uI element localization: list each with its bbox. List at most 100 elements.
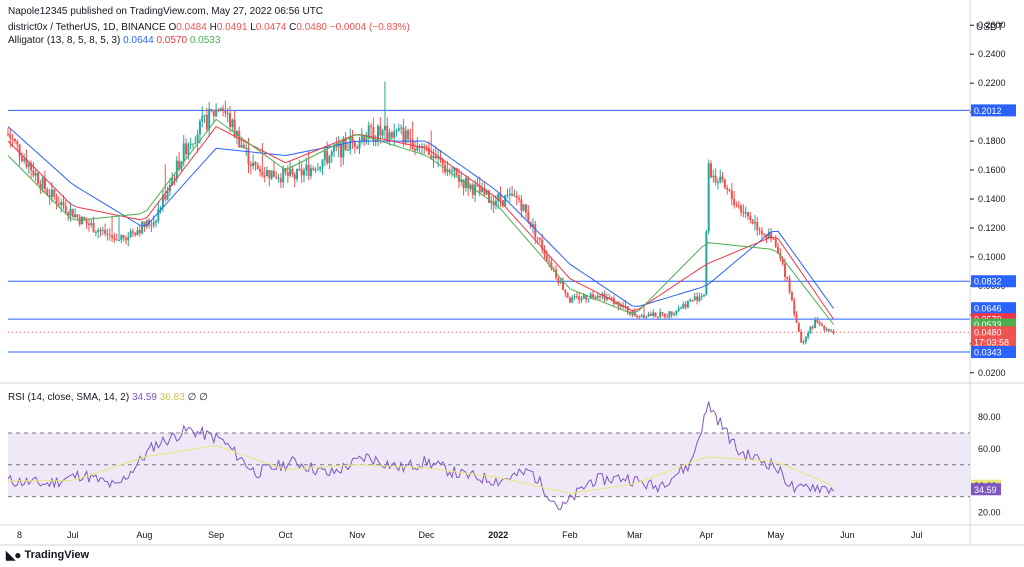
candle-body bbox=[272, 170, 275, 177]
candle-body bbox=[76, 214, 79, 217]
candle-body bbox=[266, 170, 268, 176]
candle-body bbox=[7, 133, 9, 135]
candle-body bbox=[772, 238, 775, 240]
time-tick-label: Jul bbox=[67, 530, 79, 540]
candle-body bbox=[411, 139, 414, 149]
candle-body bbox=[74, 214, 77, 218]
candle-body bbox=[816, 320, 819, 323]
candle-body bbox=[557, 277, 560, 283]
candle-body bbox=[231, 119, 234, 128]
candle-body bbox=[760, 230, 763, 235]
candle-body bbox=[455, 167, 458, 175]
candle-body bbox=[707, 163, 710, 232]
candle-body bbox=[476, 184, 479, 186]
candle-body bbox=[62, 202, 65, 206]
candle-body bbox=[619, 305, 622, 307]
time-tick-label: May bbox=[767, 530, 785, 540]
candle-body bbox=[219, 108, 222, 111]
candle-body bbox=[118, 239, 120, 241]
price-tick-label: 0.1200 bbox=[978, 223, 1006, 233]
candle-body bbox=[522, 204, 525, 211]
candle-body bbox=[326, 150, 329, 164]
candle-body bbox=[656, 316, 659, 318]
candle-body bbox=[129, 231, 132, 237]
candle-body bbox=[483, 187, 486, 195]
candle-body bbox=[682, 304, 685, 309]
candles-group bbox=[7, 81, 835, 345]
candle-body bbox=[675, 310, 678, 314]
candle-body bbox=[552, 268, 555, 270]
candle-body bbox=[802, 342, 805, 344]
candle-body bbox=[767, 232, 770, 239]
c-label: C bbox=[289, 22, 297, 33]
time-tick-label: 2022 bbox=[488, 530, 508, 540]
candle-body bbox=[471, 184, 474, 195]
teeth-value: 0.0570 bbox=[156, 35, 188, 46]
price-axis-label-bg bbox=[971, 326, 1016, 339]
candle-body bbox=[312, 168, 315, 170]
candle-body bbox=[32, 170, 35, 176]
candle-body bbox=[536, 237, 539, 239]
footer-brand[interactable]: ◣● TradingView bbox=[6, 548, 89, 562]
candle-body bbox=[774, 238, 777, 248]
candle-body bbox=[703, 294, 706, 296]
candle-body bbox=[85, 220, 88, 224]
candle-body bbox=[497, 194, 500, 201]
candle-body bbox=[758, 229, 761, 231]
candle-body bbox=[377, 125, 379, 142]
open-value: 0.0484 bbox=[176, 22, 207, 33]
price-tick-label: 0.2200 bbox=[978, 78, 1006, 88]
candle-body bbox=[797, 322, 800, 332]
price-axis-label-bg bbox=[971, 104, 1016, 117]
candle-body bbox=[446, 169, 449, 173]
candle-body bbox=[830, 331, 833, 333]
candle-body bbox=[224, 111, 227, 114]
candle-body bbox=[152, 222, 155, 226]
candle-body bbox=[83, 217, 86, 221]
time-tick-label: Mar bbox=[627, 530, 643, 540]
candle-body bbox=[642, 315, 645, 318]
candle-body bbox=[27, 163, 30, 167]
candle-body bbox=[710, 163, 712, 178]
candle-body bbox=[693, 296, 696, 301]
published-by: Napole12345 published on TradingView.com… bbox=[8, 6, 324, 17]
candle-body bbox=[494, 200, 497, 206]
low-value: 0.0474 bbox=[255, 22, 287, 33]
time-tick-label: Jun bbox=[840, 530, 855, 540]
candle-body bbox=[210, 108, 213, 112]
candle-body bbox=[249, 164, 252, 166]
candle-body bbox=[485, 190, 488, 195]
candle-body bbox=[749, 215, 752, 220]
candle-body bbox=[182, 143, 185, 162]
candle-body bbox=[508, 193, 511, 196]
candle-body bbox=[124, 238, 127, 241]
candle-body bbox=[404, 130, 407, 143]
candle-body bbox=[723, 179, 726, 188]
candle-body bbox=[478, 185, 481, 193]
candle-body bbox=[365, 138, 368, 143]
candle-body bbox=[245, 147, 248, 149]
candle-body bbox=[763, 234, 766, 236]
candle-body bbox=[335, 146, 338, 148]
candle-body bbox=[379, 125, 382, 136]
lips-value: 0.0533 bbox=[189, 35, 221, 46]
candle-body bbox=[568, 297, 571, 303]
candle-body bbox=[400, 127, 403, 129]
candle-body bbox=[159, 207, 162, 209]
candle-body bbox=[580, 298, 583, 301]
candle-body bbox=[106, 233, 109, 235]
candle-body bbox=[305, 164, 308, 171]
candle-body bbox=[756, 222, 759, 230]
candle-body bbox=[663, 313, 666, 317]
time-tick-label: Feb bbox=[562, 530, 578, 540]
candle-body bbox=[71, 208, 74, 218]
candle-body bbox=[784, 263, 786, 277]
candle-body bbox=[423, 145, 426, 148]
candle-body bbox=[97, 230, 100, 233]
candle-body bbox=[809, 326, 812, 333]
candle-body bbox=[344, 138, 347, 151]
candle-body bbox=[575, 296, 578, 298]
alligator-label: Alligator (13, 8, 5, 8, 5, 3) bbox=[8, 35, 121, 46]
candle-body bbox=[37, 173, 40, 184]
